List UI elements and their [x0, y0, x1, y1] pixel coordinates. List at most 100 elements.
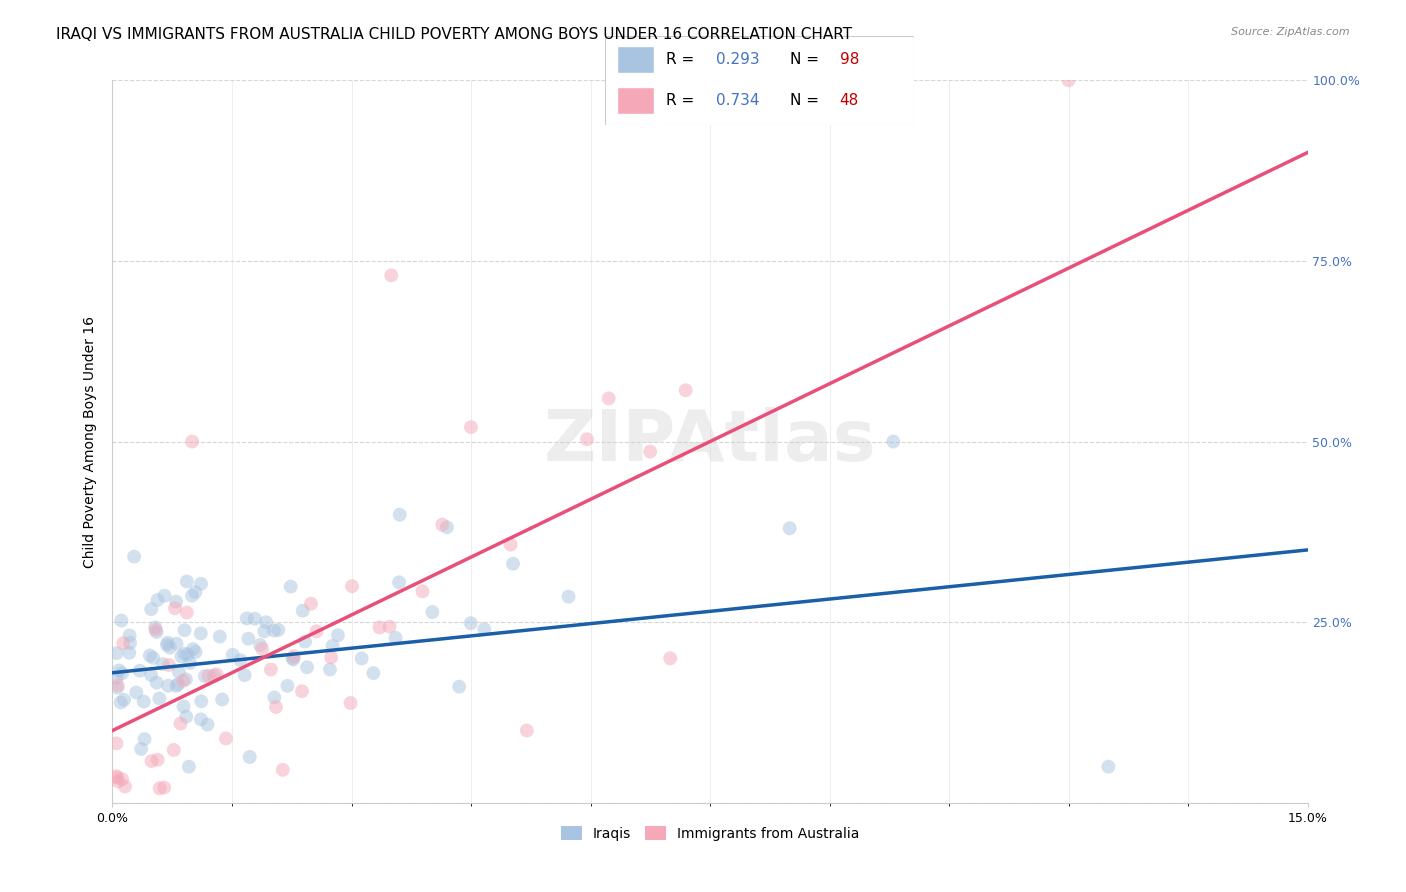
Iraqis: [243, 612, 266, 626]
Iraqis: [211, 692, 233, 706]
Iraqis: [267, 623, 290, 637]
Iraqis: [281, 651, 304, 665]
Iraqis: [276, 679, 298, 693]
Iraqis: [280, 580, 302, 594]
Immigrants from Australia: [111, 772, 134, 787]
Iraqis: [176, 574, 198, 589]
Iraqis: [184, 585, 207, 599]
Iraqis: [222, 648, 245, 662]
Iraqis: [105, 646, 128, 660]
Text: IRAQI VS IMMIGRANTS FROM AUSTRALIA CHILD POVERTY AMONG BOYS UNDER 16 CORRELATION: IRAQI VS IMMIGRANTS FROM AUSTRALIA CHILD…: [56, 27, 852, 42]
Immigrants from Australia: [107, 678, 129, 692]
Iraqis: [122, 549, 145, 564]
Iraqis: [190, 713, 212, 727]
Text: N =: N =: [790, 53, 824, 67]
Immigrants from Australia: [339, 696, 361, 710]
Iraqis: [194, 669, 217, 683]
Immigrants from Australia: [205, 667, 228, 681]
Immigrants from Australia: [149, 781, 172, 796]
Text: 0.293: 0.293: [716, 53, 759, 67]
Iraqis: [167, 677, 190, 691]
Iraqis: [157, 679, 180, 693]
Iraqis: [146, 593, 169, 607]
Immigrants from Australia: [638, 444, 661, 458]
Iraqis: [134, 732, 156, 747]
Immigrants from Australia: [368, 620, 391, 634]
Iraqis: [118, 628, 141, 642]
Text: 48: 48: [839, 94, 859, 108]
Iraqis: [112, 693, 135, 707]
Iraqis: [197, 717, 219, 731]
Iraqis: [148, 691, 170, 706]
Iraqis: [156, 636, 179, 650]
Iraqis: [208, 630, 231, 644]
Iraqis: [105, 671, 128, 685]
Text: 98: 98: [839, 53, 859, 67]
Immigrants from Australia: [114, 780, 136, 794]
Immigrants from Australia: [598, 392, 620, 406]
Immigrants from Australia: [299, 597, 322, 611]
Iraqis: [170, 649, 193, 664]
FancyBboxPatch shape: [605, 36, 914, 125]
Iraqis: [156, 638, 179, 652]
Iraqis: [283, 652, 305, 666]
Iraqis: [388, 508, 411, 522]
Iraqis: [181, 642, 204, 657]
Iraqis: [249, 638, 271, 652]
Text: Source: ZipAtlas.com: Source: ZipAtlas.com: [1232, 27, 1350, 37]
Immigrants from Australia: [321, 650, 343, 665]
Immigrants from Australia: [1057, 73, 1080, 87]
Immigrants from Australia: [146, 753, 169, 767]
Immigrants from Australia: [163, 601, 186, 615]
Iraqis: [326, 628, 349, 642]
Iraqis: [110, 614, 132, 628]
Iraqis: [190, 576, 212, 591]
Iraqis: [181, 589, 204, 603]
Iraqis: [557, 590, 579, 604]
Iraqis: [229, 653, 252, 667]
Immigrants from Australia: [105, 771, 128, 785]
Text: R =: R =: [666, 53, 700, 67]
Iraqis: [165, 595, 187, 609]
Immigrants from Australia: [105, 736, 128, 750]
Immigrants from Australia: [181, 434, 204, 449]
Immigrants from Australia: [432, 517, 454, 532]
Iraqis: [174, 709, 197, 723]
Iraqis: [128, 664, 150, 678]
Iraqis: [291, 604, 314, 618]
Immigrants from Australia: [169, 716, 191, 731]
Iraqis: [174, 673, 197, 687]
Iraqis: [294, 634, 316, 648]
Iraqis: [142, 651, 165, 665]
Bar: [617, 46, 654, 73]
Iraqis: [384, 631, 406, 645]
Iraqis: [422, 605, 444, 619]
Immigrants from Australia: [378, 620, 401, 634]
Immigrants from Australia: [271, 763, 294, 777]
Iraqis: [236, 611, 259, 625]
Iraqis: [253, 624, 276, 639]
Iraqis: [179, 656, 201, 670]
Iraqis: [145, 675, 167, 690]
Immigrants from Australia: [305, 624, 328, 639]
Iraqis: [190, 694, 212, 708]
Immigrants from Australia: [291, 684, 314, 698]
Immigrants from Australia: [153, 780, 176, 795]
Legend: Iraqis, Immigrants from Australia: Iraqis, Immigrants from Australia: [555, 821, 865, 847]
Iraqis: [202, 668, 225, 682]
Immigrants from Australia: [141, 754, 163, 768]
Immigrants from Australia: [460, 420, 482, 434]
Iraqis: [111, 666, 134, 681]
Iraqis: [141, 602, 163, 616]
Immigrants from Australia: [411, 584, 433, 599]
Text: R =: R =: [666, 94, 700, 108]
Iraqis: [263, 690, 285, 705]
Immigrants from Australia: [172, 673, 194, 688]
Iraqis: [1097, 760, 1119, 774]
Immigrants from Australia: [107, 774, 129, 789]
Iraqis: [363, 666, 385, 681]
Iraqis: [263, 624, 285, 638]
Iraqis: [167, 665, 190, 679]
Iraqis: [166, 637, 188, 651]
Iraqis: [322, 639, 344, 653]
